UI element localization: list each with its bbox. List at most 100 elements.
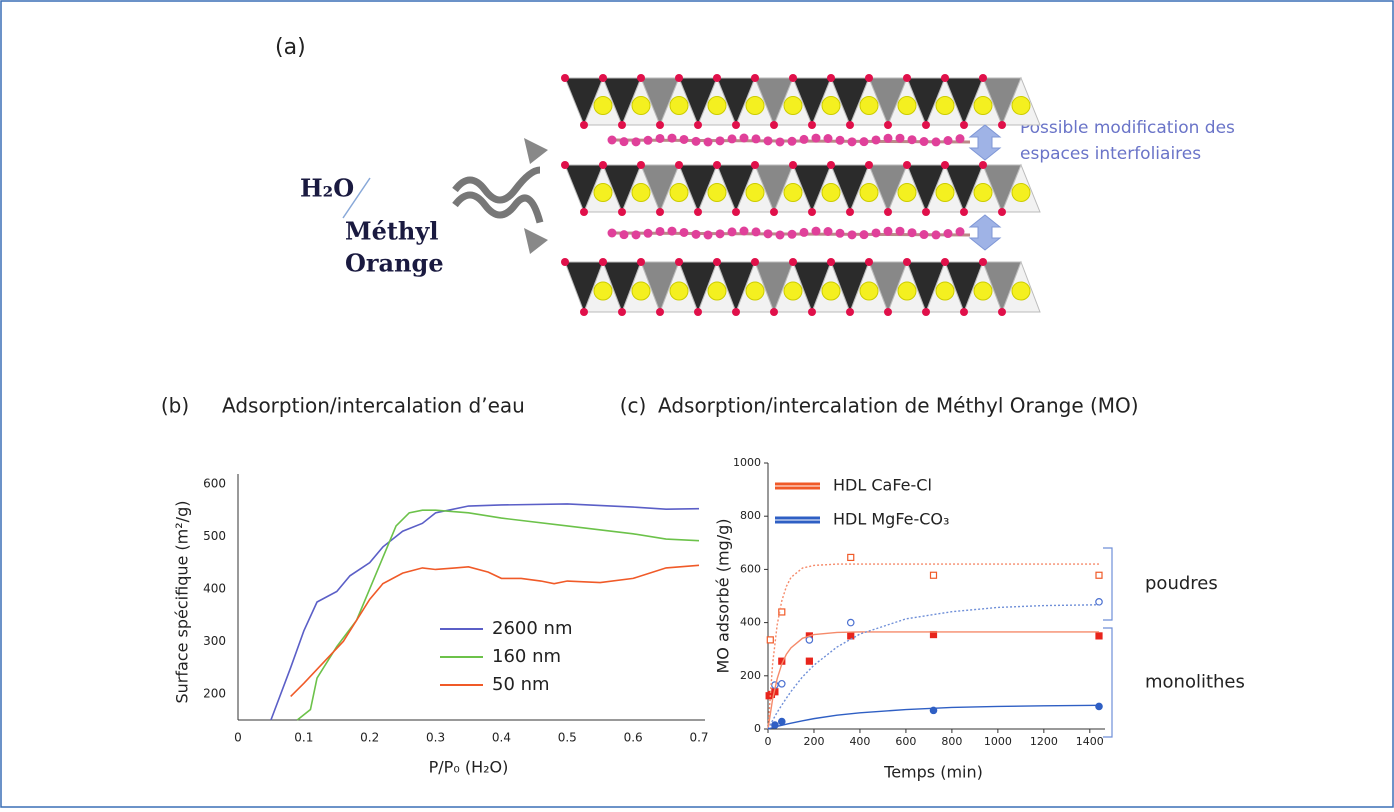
x-tick-label: 0.6 xyxy=(624,731,643,745)
x-tick-label: 1400 xyxy=(1076,735,1104,748)
y-tick-label: 1000 xyxy=(733,456,761,469)
oxygen xyxy=(941,161,949,169)
y-axis-label: MO adsorbé (mg/g) xyxy=(714,518,733,673)
cation xyxy=(1012,282,1030,300)
oxygen xyxy=(751,74,759,82)
x-tick-label: 400 xyxy=(849,735,870,748)
point xyxy=(848,619,854,625)
oxygen xyxy=(580,121,588,129)
anion xyxy=(740,227,749,236)
oxygen xyxy=(599,258,607,266)
anion xyxy=(896,227,905,236)
cation xyxy=(822,184,840,202)
anion xyxy=(884,227,893,236)
x-tick-label: 0.7 xyxy=(689,731,708,745)
oxygen xyxy=(751,258,759,266)
oxygen xyxy=(922,121,930,129)
cation xyxy=(746,97,764,115)
oxygen xyxy=(808,308,816,316)
oxygen xyxy=(827,74,835,82)
x-tick-label: 0 xyxy=(765,735,772,748)
double-arrow xyxy=(970,215,1000,250)
oxygen xyxy=(865,161,873,169)
anion xyxy=(608,136,617,145)
cation xyxy=(936,184,954,202)
y-tick-label: 200 xyxy=(203,686,226,700)
cation xyxy=(860,282,878,300)
anion xyxy=(728,227,737,236)
cation xyxy=(898,184,916,202)
anion xyxy=(752,227,761,236)
cation xyxy=(822,97,840,115)
series-line xyxy=(768,632,1099,729)
oxygen xyxy=(580,208,588,216)
cation xyxy=(1012,184,1030,202)
oxygen xyxy=(979,258,987,266)
anion xyxy=(812,227,821,236)
oxygen xyxy=(998,208,1006,216)
anion xyxy=(908,135,917,144)
cation xyxy=(936,282,954,300)
cation xyxy=(594,282,612,300)
anion xyxy=(764,229,773,238)
cation xyxy=(746,282,764,300)
oxygen xyxy=(618,121,626,129)
panel-label: (c) xyxy=(620,394,647,418)
oxygen xyxy=(960,121,968,129)
anion xyxy=(920,137,929,146)
oxygen xyxy=(960,308,968,316)
oxygen xyxy=(865,258,873,266)
anion xyxy=(752,134,761,143)
oxygen xyxy=(846,121,854,129)
cation xyxy=(784,97,802,115)
point xyxy=(848,554,854,560)
cation xyxy=(974,97,992,115)
anion xyxy=(620,137,629,146)
cation xyxy=(936,97,954,115)
oxygen xyxy=(827,161,835,169)
cation xyxy=(594,97,612,115)
y-tick-label: 200 xyxy=(740,669,761,682)
point xyxy=(931,572,937,578)
anion xyxy=(716,229,725,238)
cation xyxy=(784,184,802,202)
point xyxy=(1096,572,1102,578)
oxygen xyxy=(732,208,740,216)
anion xyxy=(920,230,929,239)
anion xyxy=(692,230,701,239)
oxygen xyxy=(998,121,1006,129)
oxygen xyxy=(960,208,968,216)
x-axis-label: Temps (min) xyxy=(883,763,983,782)
oxygen xyxy=(903,161,911,169)
anion xyxy=(872,135,881,144)
chart-title: Adsorption/intercalation de Méthyl Orang… xyxy=(658,394,1139,418)
oxygen xyxy=(637,74,645,82)
point xyxy=(806,637,812,643)
arrow-head xyxy=(524,228,548,254)
oxygen xyxy=(713,74,721,82)
anion xyxy=(776,230,785,239)
point xyxy=(1096,633,1102,639)
anion xyxy=(956,134,965,143)
anion xyxy=(620,230,629,239)
anion xyxy=(644,229,653,238)
legend-label: 50 nm xyxy=(492,674,550,695)
annotation: poudres xyxy=(1145,573,1218,594)
oxygen xyxy=(979,74,987,82)
oxygen xyxy=(732,121,740,129)
point xyxy=(767,637,773,643)
cation xyxy=(708,184,726,202)
double-arrow xyxy=(970,125,1000,160)
anion xyxy=(812,134,821,143)
anion xyxy=(932,230,941,239)
oxygen xyxy=(789,74,797,82)
anion xyxy=(740,134,749,143)
oxygen xyxy=(846,308,854,316)
oxygen xyxy=(884,121,892,129)
y-tick-label: 400 xyxy=(203,581,226,595)
cation xyxy=(708,97,726,115)
page: (a) H₂O Méthyl Orange Possible modificat… xyxy=(0,0,1394,808)
anion xyxy=(848,230,857,239)
point xyxy=(848,633,854,639)
oxygen xyxy=(922,208,930,216)
